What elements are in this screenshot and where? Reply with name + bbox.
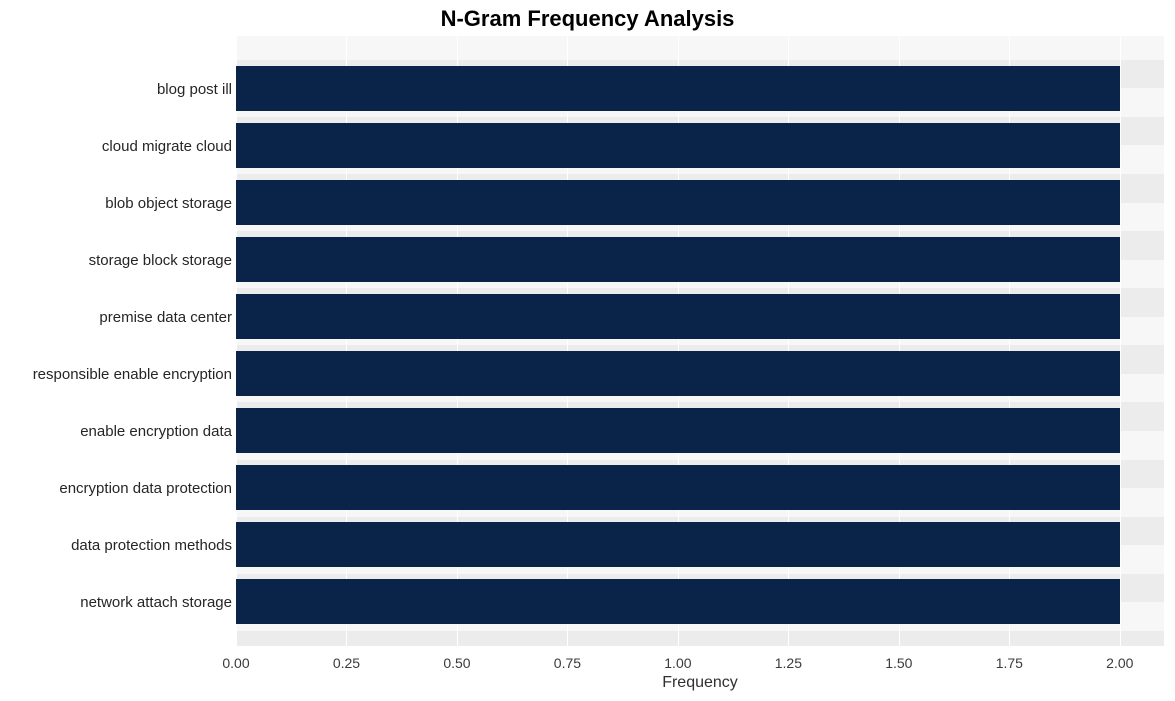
plot-band: [236, 631, 1164, 646]
y-tick-label: storage block storage: [0, 253, 232, 268]
x-tick-label: 0.75: [554, 655, 581, 671]
bar: [236, 294, 1120, 339]
x-tick-label: 0.50: [443, 655, 470, 671]
bar: [236, 123, 1120, 168]
x-tick-label: 1.75: [996, 655, 1023, 671]
y-tick-label: blog post ill: [0, 82, 232, 97]
bar: [236, 522, 1120, 567]
x-tick-label: 1.25: [775, 655, 802, 671]
plot-area: [236, 36, 1164, 646]
bar: [236, 408, 1120, 453]
x-axis-label: Frequency: [236, 674, 1164, 692]
grid-line: [1120, 36, 1121, 646]
bar: [236, 237, 1120, 282]
bar: [236, 351, 1120, 396]
y-tick-label: cloud migrate cloud: [0, 139, 232, 154]
x-tick-label: 0.25: [333, 655, 360, 671]
x-tick-label: 0.00: [222, 655, 249, 671]
bar: [236, 66, 1120, 111]
bar: [236, 180, 1120, 225]
y-axis-labels: blog post ill cloud migrate cloud blob obj…: [0, 36, 232, 646]
y-tick-label: premise data center: [0, 310, 232, 325]
bar: [236, 579, 1120, 624]
bar: [236, 465, 1120, 510]
ngram-chart: N-Gram Frequency Analysis blog post ill c…: [0, 0, 1175, 701]
y-tick-label: network attach storage: [0, 595, 232, 610]
y-tick-label: responsible enable encryption: [0, 367, 232, 382]
x-tick-label: 1.00: [664, 655, 691, 671]
y-tick-label: enable encryption data: [0, 424, 232, 439]
y-tick-label: encryption data protection: [0, 481, 232, 496]
chart-title: N-Gram Frequency Analysis: [0, 6, 1175, 32]
plot-band: [236, 36, 1164, 60]
x-tick-label: 2.00: [1106, 655, 1133, 671]
y-tick-label: data protection methods: [0, 538, 232, 553]
y-tick-label: blob object storage: [0, 196, 232, 211]
x-tick-label: 1.50: [885, 655, 912, 671]
